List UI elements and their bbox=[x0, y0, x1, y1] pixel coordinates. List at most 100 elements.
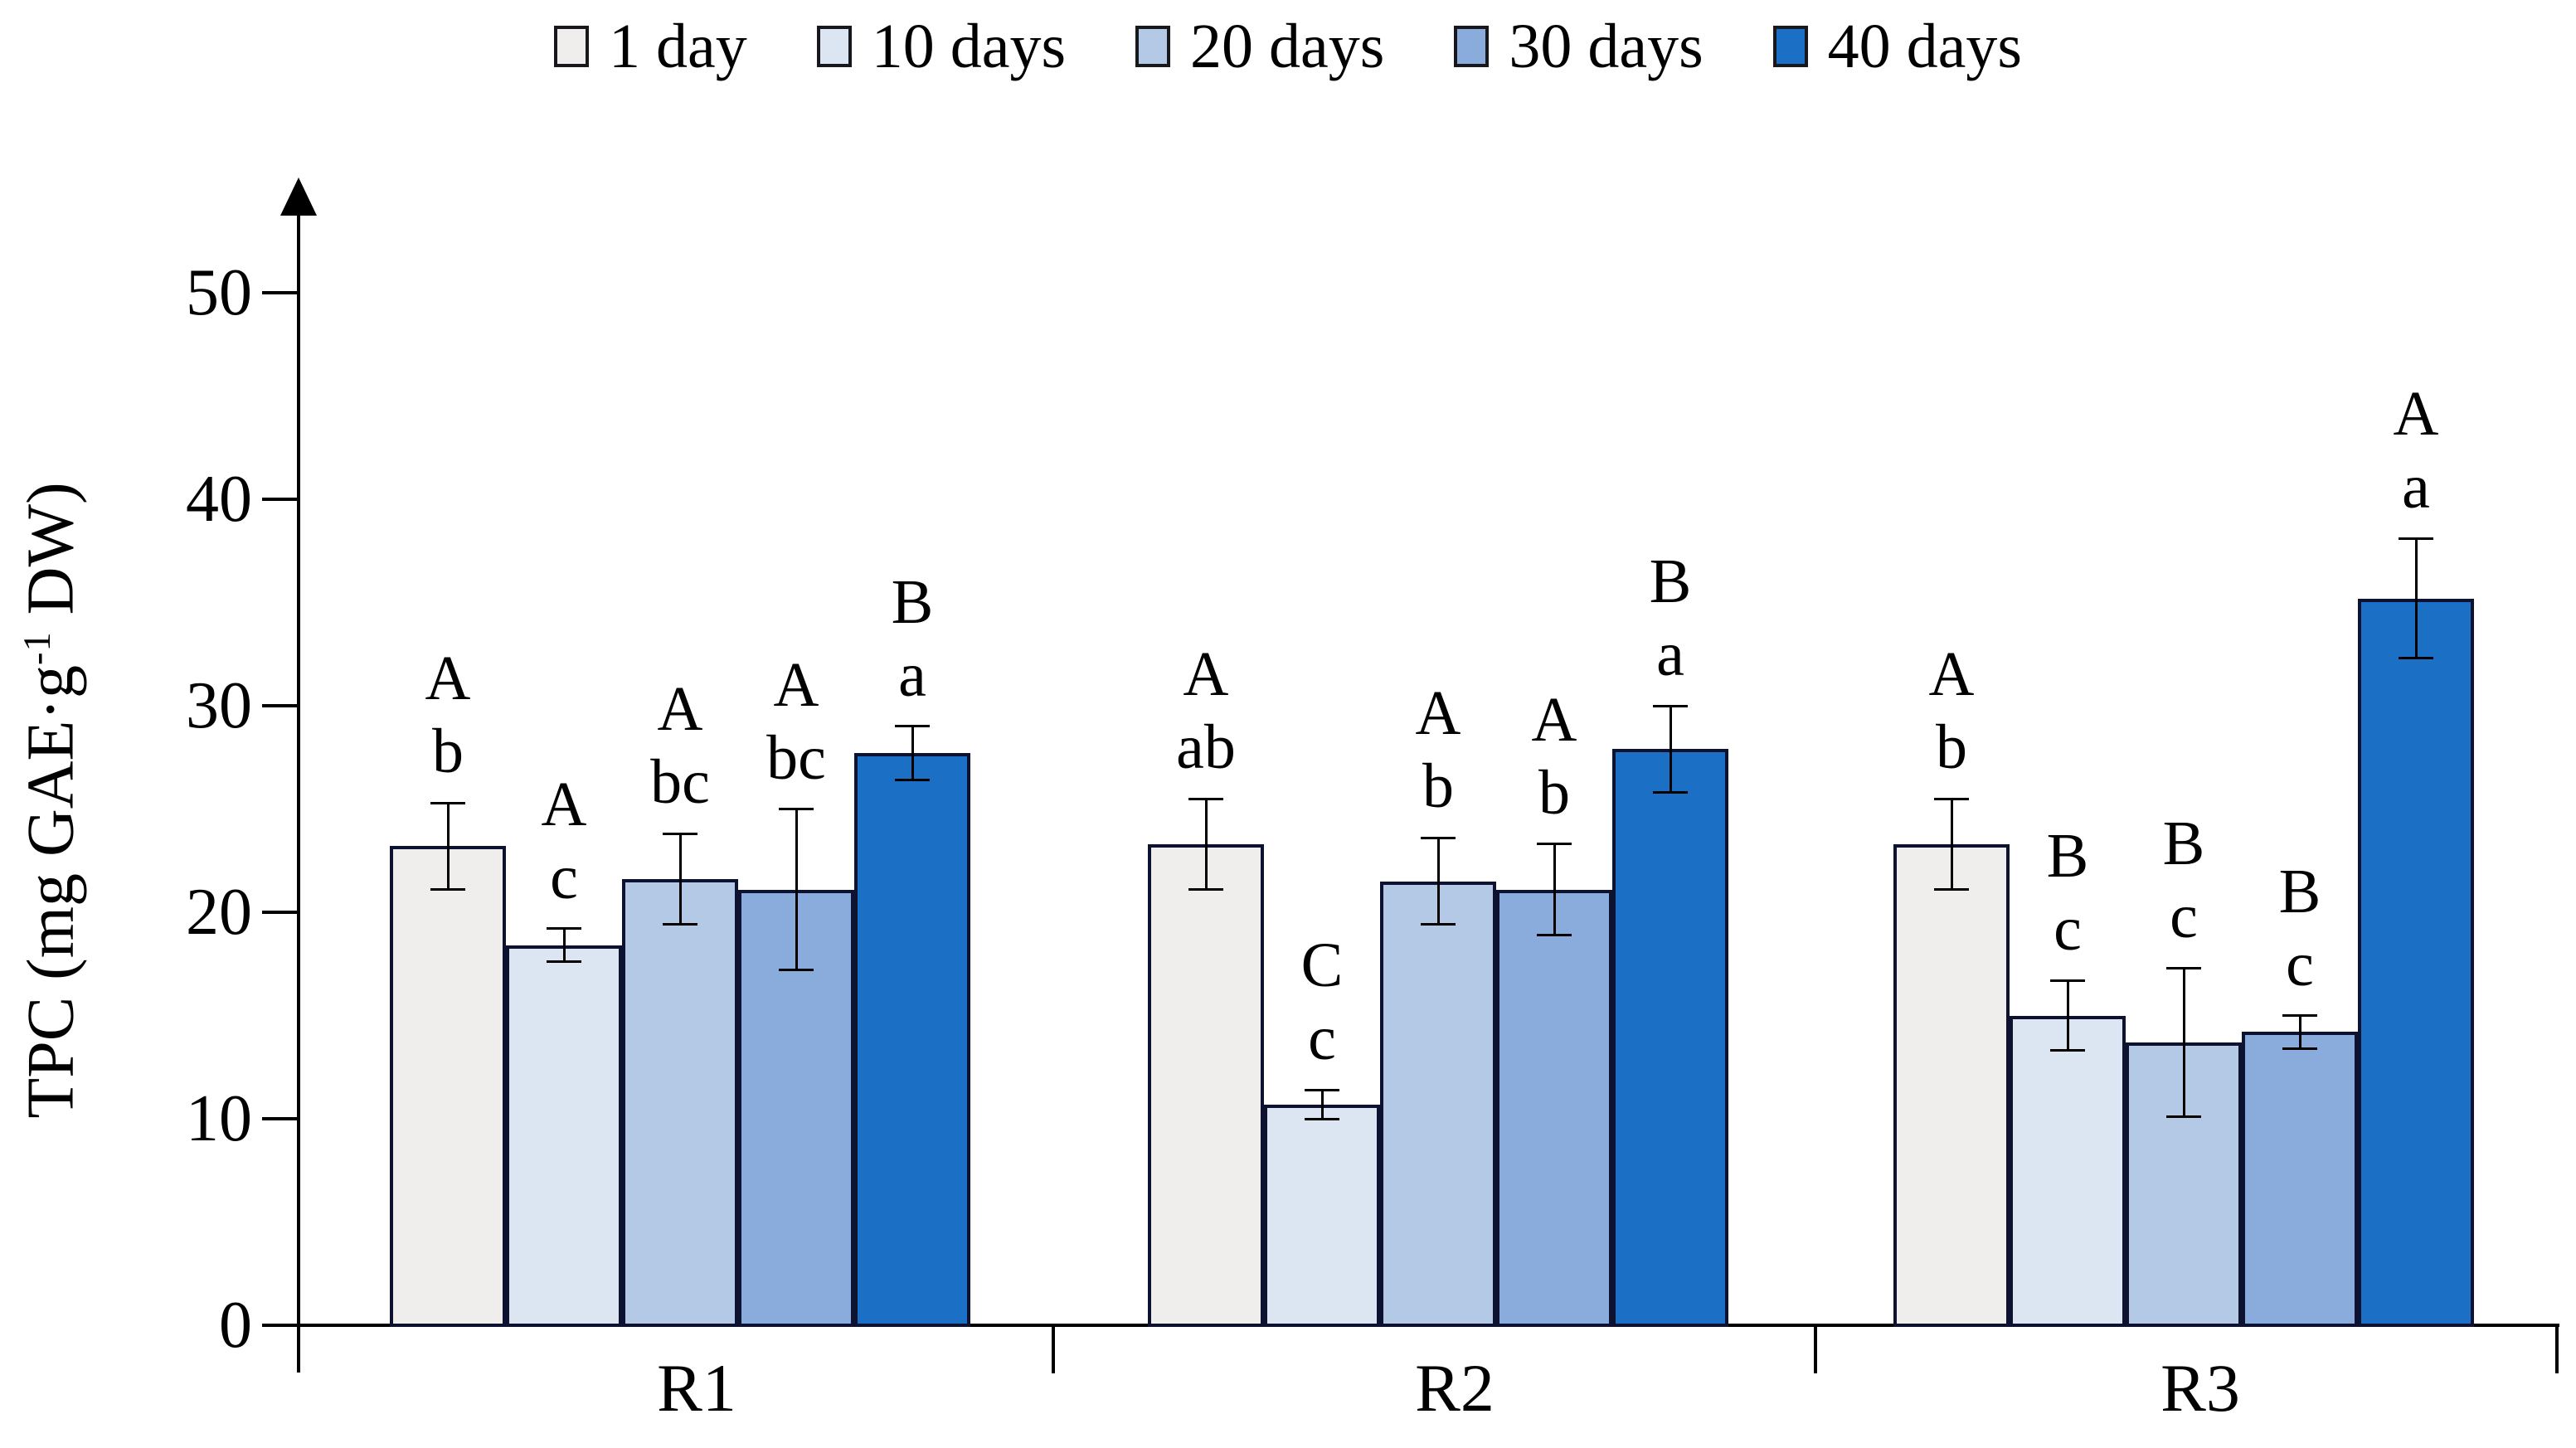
significance-letter-line: A bbox=[1531, 684, 1577, 755]
y-tick-label-30: 30 bbox=[186, 669, 252, 742]
y-tick-label-0: 0 bbox=[219, 1289, 252, 1362]
significance-letter-line: c bbox=[2054, 894, 2082, 965]
significance-letter-line: A bbox=[541, 769, 587, 839]
significance-letter-line: A bbox=[425, 644, 471, 714]
legend-label-1-day: 1 day bbox=[609, 12, 747, 81]
error-bar bbox=[1553, 843, 1556, 935]
y-tick-10 bbox=[262, 1117, 297, 1120]
bar-R2-40-days bbox=[1612, 749, 1728, 1327]
bar-R3-40-days bbox=[2358, 598, 2474, 1327]
error-bar bbox=[1204, 799, 1208, 890]
significance-letter-line: ab bbox=[1176, 712, 1236, 783]
error-bar-cap-top bbox=[2282, 1014, 2317, 1017]
x-category-label-R2: R2 bbox=[1415, 1350, 1495, 1426]
x-axis-tick-1 bbox=[1814, 1325, 1817, 1373]
error-bar-cap-top bbox=[1421, 836, 1456, 839]
significance-letter-line: c bbox=[1308, 1003, 1336, 1074]
significance-letter-line: c bbox=[2170, 882, 2198, 952]
significance-letter-line: bc bbox=[766, 722, 826, 793]
bar-R3-1-day bbox=[1893, 843, 2010, 1327]
error-bar-cap-top bbox=[430, 801, 465, 804]
bar-R1-10-days bbox=[506, 945, 622, 1327]
y-tick-40 bbox=[262, 498, 297, 501]
x-axis-tick-2 bbox=[2555, 1325, 2559, 1373]
error-bar-cap-top bbox=[2166, 966, 2201, 969]
error-bar-cap-top bbox=[895, 725, 930, 728]
y-axis-arrow-icon bbox=[280, 177, 317, 216]
error-bar bbox=[795, 809, 798, 970]
error-bar-cap-top bbox=[1537, 843, 1572, 846]
bar-R1-20-days bbox=[622, 879, 738, 1327]
significance-letter-line: b bbox=[1936, 712, 1967, 783]
x-category-label-R3: R3 bbox=[2160, 1350, 2240, 1426]
error-bar-cap-bottom bbox=[779, 969, 814, 972]
error-bar bbox=[678, 833, 682, 925]
x-axis-tick-0 bbox=[1052, 1325, 1055, 1373]
legend-item-40-days: 40 days bbox=[1772, 12, 2022, 81]
significance-letter-line: a bbox=[898, 639, 926, 710]
error-bar-cap-bottom bbox=[1421, 923, 1456, 926]
error-bar bbox=[1320, 1090, 1324, 1119]
significance-letter-line: B bbox=[2278, 856, 2321, 926]
error-bar-cap-bottom bbox=[2166, 1115, 2201, 1118]
significance-letter-line: A bbox=[1415, 678, 1461, 749]
error-bar-cap-bottom bbox=[430, 888, 465, 892]
legend-swatch-1-day-icon bbox=[554, 26, 589, 67]
legend-item-10-days: 10 days bbox=[816, 12, 1066, 81]
y-tick-label-50: 50 bbox=[186, 256, 252, 329]
y-axis-line bbox=[297, 207, 300, 1373]
bar-R2-20-days bbox=[1380, 881, 1496, 1327]
legend-label-20-days: 20 days bbox=[1190, 12, 1385, 81]
x-category-label-R1: R1 bbox=[657, 1350, 736, 1426]
error-bar bbox=[1436, 838, 1440, 925]
error-bar-cap-bottom bbox=[1305, 1117, 1339, 1120]
error-bar bbox=[1669, 706, 1672, 793]
significance-letter-line: A bbox=[1183, 639, 1229, 710]
error-bar-cap-top bbox=[1653, 704, 1688, 707]
error-bar-cap-bottom bbox=[895, 779, 930, 782]
error-bar-cap-top bbox=[547, 927, 581, 931]
error-bar-cap-bottom bbox=[547, 960, 581, 964]
legend-swatch-10-days-icon bbox=[816, 26, 852, 67]
significance-letter-line: A bbox=[657, 674, 703, 745]
error-bar-cap-bottom bbox=[2050, 1049, 2085, 1052]
significance-letter-line: b bbox=[1422, 751, 1454, 822]
y-tick-20 bbox=[262, 911, 297, 914]
y-tick-label-20: 20 bbox=[186, 876, 252, 949]
significance-letter-line: a bbox=[1656, 620, 1684, 689]
significance-letter-line: B bbox=[2046, 821, 2089, 892]
error-bar bbox=[2066, 980, 2069, 1051]
error-bar-cap-bottom bbox=[1653, 791, 1688, 794]
significance-letter-line: b bbox=[432, 717, 464, 787]
significance-letter-line: A bbox=[2393, 379, 2439, 449]
y-tick-label-10: 10 bbox=[186, 1082, 252, 1155]
significance-letter-line: B bbox=[891, 566, 934, 637]
error-bar bbox=[2182, 968, 2185, 1117]
y-tick-50 bbox=[262, 291, 297, 294]
significance-letter-line: B bbox=[2162, 809, 2205, 879]
error-bar bbox=[1950, 799, 1953, 890]
error-bar-cap-bottom bbox=[663, 923, 697, 926]
significance-letter-line: c bbox=[550, 842, 578, 912]
y-axis-title-superscript: -1 bbox=[16, 631, 59, 665]
chart-legend: 1 day 10 days 20 days 30 days 40 days bbox=[0, 12, 2576, 81]
significance-letter-line: A bbox=[1928, 639, 1975, 710]
error-bar bbox=[446, 803, 450, 890]
y-tick-0 bbox=[262, 1324, 297, 1327]
error-bar-cap-bottom bbox=[2282, 1047, 2317, 1050]
legend-label-30-days: 30 days bbox=[1509, 12, 1704, 81]
error-bar-cap-bottom bbox=[1934, 888, 1969, 892]
significance-letter-line: b bbox=[1538, 757, 1570, 828]
error-bar bbox=[2414, 538, 2418, 658]
